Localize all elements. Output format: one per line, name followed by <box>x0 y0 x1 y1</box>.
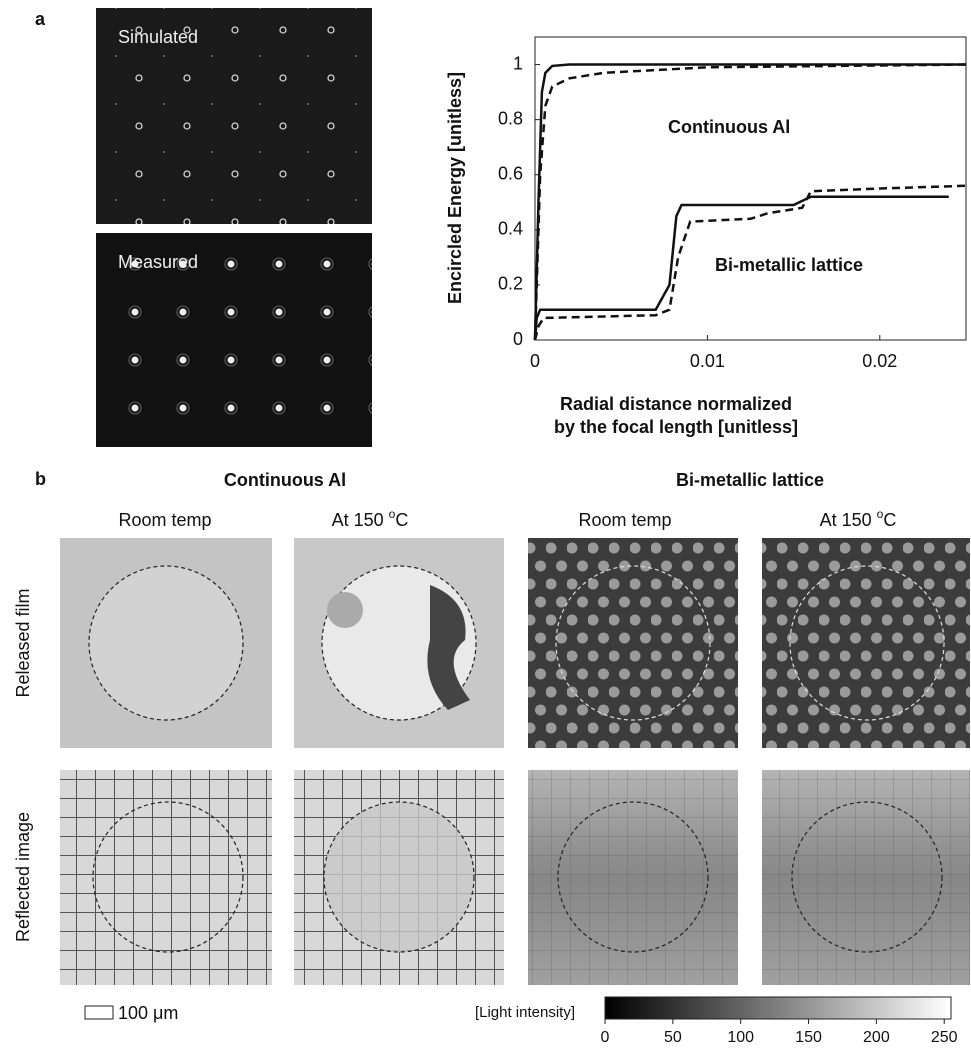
x-tick-label: 0.02 <box>862 351 897 371</box>
scale-bar-label: 100 μm <box>118 1003 178 1023</box>
deformation <box>327 592 363 628</box>
group-title: Continuous Al <box>224 470 346 490</box>
y-tick-label: 0.4 <box>498 219 523 239</box>
column-label: At 150 oC <box>332 507 409 530</box>
y-tick-label: 0.6 <box>498 163 523 183</box>
text: At 150 <box>332 510 389 530</box>
scale-bar <box>85 1006 113 1019</box>
row-label: Released film <box>13 588 33 697</box>
text: C <box>883 510 896 530</box>
panel-label: b <box>35 469 46 489</box>
group-title: Bi-metallic lattice <box>676 470 824 490</box>
data-line <box>535 65 966 340</box>
released-film-image <box>528 538 738 748</box>
image-label: Simulated <box>118 27 198 47</box>
data-line <box>535 65 966 340</box>
y-tick-label: 0 <box>513 329 523 349</box>
image-label: Measured <box>118 252 198 272</box>
panel-label: a <box>35 9 46 29</box>
colorbar-label: [Light intensity] <box>475 1004 575 1021</box>
row-label: Reflected image <box>13 812 33 942</box>
colorbar-ticks: 0 50 100 150 200 250 <box>601 1019 958 1046</box>
colorbar-tick-label: 100 <box>727 1029 754 1046</box>
figure: a Simulated Measured Encircled Energy [u… <box>0 0 971 1049</box>
released-film-image <box>762 538 970 748</box>
column-label: At 150 oC <box>820 507 897 530</box>
colorbar-tick-label: 250 <box>931 1029 958 1046</box>
aperture-circle <box>89 566 243 720</box>
y-tick-label: 1 <box>513 53 523 73</box>
x-tick-label: 0.01 <box>690 351 725 371</box>
colorbar-tick-label: 150 <box>795 1029 822 1046</box>
column-label: Room temp <box>578 510 671 530</box>
annotation: Continuous Al <box>668 117 790 137</box>
colorbar <box>605 997 951 1019</box>
y-tick-label: 0.8 <box>498 108 523 128</box>
plot-frame <box>535 37 966 340</box>
colorbar-tick-label: 0 <box>601 1029 610 1046</box>
x-tick-label: 0 <box>530 351 540 371</box>
colorbar-tick-label: 50 <box>664 1029 682 1046</box>
text: C <box>395 510 408 530</box>
y-axis-label: Encircled Energy [unitless] <box>445 72 465 304</box>
annotation: Bi-metallic lattice <box>715 255 863 275</box>
y-tick-label: 0.2 <box>498 274 523 294</box>
x-axis-label: Radial distance normalized <box>560 394 792 414</box>
text: At 150 <box>820 510 877 530</box>
aperture-circle <box>324 802 474 952</box>
column-label: Room temp <box>118 510 211 530</box>
colorbar-tick-label: 200 <box>863 1029 890 1046</box>
x-axis-label: by the focal length [unitless] <box>554 417 798 437</box>
chart: Encircled Energy [unitless] Radial dista… <box>445 37 966 437</box>
